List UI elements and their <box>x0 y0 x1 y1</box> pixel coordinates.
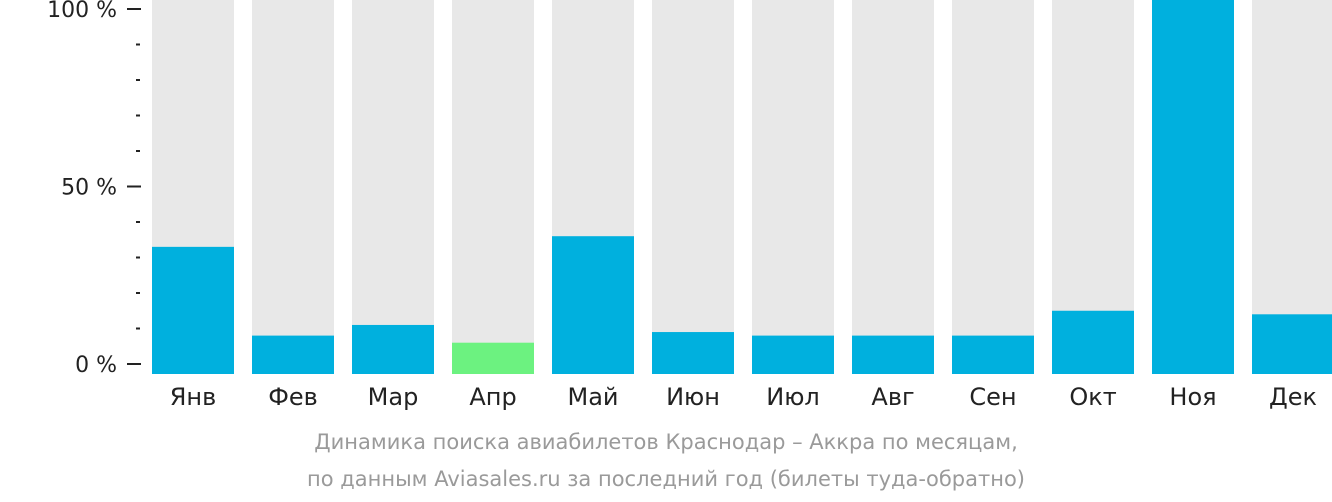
bar-background <box>952 0 1034 374</box>
bar-Фев <box>252 335 334 374</box>
bar-Сен <box>952 335 1034 374</box>
bar-background <box>352 0 434 374</box>
x-tick-label: Май <box>567 383 618 411</box>
bar-Июл <box>752 335 834 374</box>
x-tick-label: Июл <box>766 383 820 411</box>
bar-Дек <box>1252 314 1332 374</box>
chart-caption-line-1: Динамика поиска авиабилетов Краснодар – … <box>314 430 1018 454</box>
x-tick-label: Авг <box>871 383 914 411</box>
x-tick-label: Дек <box>1269 383 1317 411</box>
bar-Авг <box>852 335 934 374</box>
bar-Апр <box>452 342 534 374</box>
bar-Июн <box>652 332 734 374</box>
bar-Янв <box>152 246 234 374</box>
bar-Май <box>552 236 634 374</box>
x-tick-label: Мар <box>368 383 419 411</box>
bar-background <box>1252 0 1332 374</box>
x-tick-label: Ноя <box>1169 383 1216 411</box>
chart-caption-line-2: по данным Aviasales.ru за последний год … <box>307 467 1025 491</box>
x-tick-label: Янв <box>170 383 217 411</box>
bar-background <box>252 0 334 374</box>
y-tick-label: 0 % <box>75 353 117 378</box>
bar-Мар <box>352 324 434 374</box>
x-tick-label: Фев <box>268 383 318 411</box>
x-tick-label: Окт <box>1069 383 1116 411</box>
y-tick-label: 100 % <box>47 0 117 23</box>
bar-background <box>452 0 534 374</box>
x-tick-label: Апр <box>469 383 516 411</box>
bar-background <box>752 0 834 374</box>
bar-Окт <box>1052 310 1134 374</box>
bar-background <box>652 0 734 374</box>
x-tick-label: Сен <box>969 383 1016 411</box>
y-tick-label: 50 % <box>61 176 117 201</box>
x-tick-label: Июн <box>666 383 720 411</box>
bar-background <box>852 0 934 374</box>
bar-Ноя <box>1152 0 1234 374</box>
